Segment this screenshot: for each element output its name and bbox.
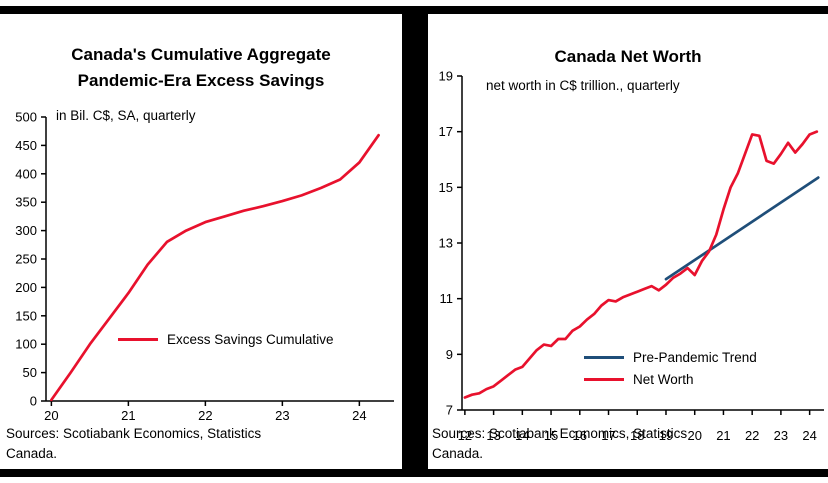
svg-text:7: 7 <box>446 403 453 418</box>
svg-text:24: 24 <box>352 408 366 423</box>
svg-text:0: 0 <box>30 394 37 409</box>
svg-text:14: 14 <box>515 428 529 443</box>
net-worth-legend-label: Net Worth <box>633 372 694 387</box>
svg-text:300: 300 <box>15 223 37 238</box>
excess-savings-units-note: in Bil. C$, SA, quarterly <box>56 108 196 123</box>
panel-divider <box>402 6 428 477</box>
svg-text:20: 20 <box>44 408 58 423</box>
excess-savings-title-line2: Pandemic-Era Excess Savings <box>77 70 325 90</box>
svg-text:200: 200 <box>15 280 37 295</box>
net-worth-legend: Pre-Pandemic Trend Net Worth <box>584 350 757 394</box>
net-worth-units-note: net worth in C$ trillion., quarterly <box>486 78 680 93</box>
net-worth-sources-note: Sources: Scotiabank Economics, Statistic… <box>432 426 688 461</box>
svg-text:100: 100 <box>15 337 37 352</box>
svg-text:150: 150 <box>15 308 37 323</box>
svg-text:19: 19 <box>439 69 453 84</box>
svg-text:19: 19 <box>659 428 673 443</box>
excess-savings-panel: Canada's Cumulative Aggregate Pandemic-E… <box>0 0 402 483</box>
svg-text:12: 12 <box>458 428 472 443</box>
svg-text:22: 22 <box>198 408 212 423</box>
svg-text:350: 350 <box>15 195 37 210</box>
svg-text:500: 500 <box>15 110 37 125</box>
net-worth-line-swatch <box>584 377 624 382</box>
net-worth-chart: 7 9 11 13 15 17 19 12 13 14 15 16 17 18 19 20 21 22 23 24 <box>439 69 824 443</box>
excess-savings-chart: 0 50 100 150 200 250 300 350 400 450 500 20 21 22 23 24 <box>15 110 394 423</box>
svg-text:50: 50 <box>23 365 37 380</box>
pre-pandemic-trend-line-swatch <box>584 355 624 360</box>
legend-row-excess-savings: Excess Savings Cumulative <box>118 332 334 347</box>
svg-text:13: 13 <box>486 428 500 443</box>
svg-text:17: 17 <box>601 428 615 443</box>
svg-text:9: 9 <box>446 347 453 362</box>
svg-text:17: 17 <box>439 124 453 139</box>
legend-row-net-worth: Net Worth <box>584 372 757 387</box>
svg-text:21: 21 <box>121 408 135 423</box>
net-worth-chart-title: Canada Net Worth <box>554 47 702 66</box>
excess-savings-legend-label: Excess Savings Cumulative <box>167 332 334 347</box>
excess-savings-chart-title: Canada's Cumulative Aggregate Pandemic-E… <box>0 42 402 93</box>
svg-text:23: 23 <box>275 408 289 423</box>
svg-text:450: 450 <box>15 138 37 153</box>
svg-text:20: 20 <box>687 428 701 443</box>
excess-savings-legend: Excess Savings Cumulative <box>118 332 334 354</box>
excess-savings-sources-note: Sources: Scotiabank Economics, Statistic… <box>6 426 262 461</box>
svg-text:18: 18 <box>630 428 644 443</box>
net-worth-panel: Canada Net Worth net worth in C$ trillio… <box>428 0 828 483</box>
svg-text:15: 15 <box>544 428 558 443</box>
excess-savings-line-swatch <box>118 337 158 342</box>
svg-text:22: 22 <box>745 428 759 443</box>
svg-text:250: 250 <box>15 252 37 267</box>
svg-text:400: 400 <box>15 166 37 181</box>
svg-text:16: 16 <box>573 428 587 443</box>
svg-text:23: 23 <box>774 428 788 443</box>
svg-text:24: 24 <box>802 428 816 443</box>
excess-savings-title-line1: Canada's Cumulative Aggregate <box>71 45 331 64</box>
svg-text:21: 21 <box>716 428 730 443</box>
pre-pandemic-trend-legend-label: Pre-Pandemic Trend <box>633 350 757 365</box>
svg-text:11: 11 <box>440 291 454 306</box>
legend-row-pre-pandemic-trend: Pre-Pandemic Trend <box>584 350 757 365</box>
svg-text:15: 15 <box>439 180 453 195</box>
svg-text:13: 13 <box>439 236 453 251</box>
